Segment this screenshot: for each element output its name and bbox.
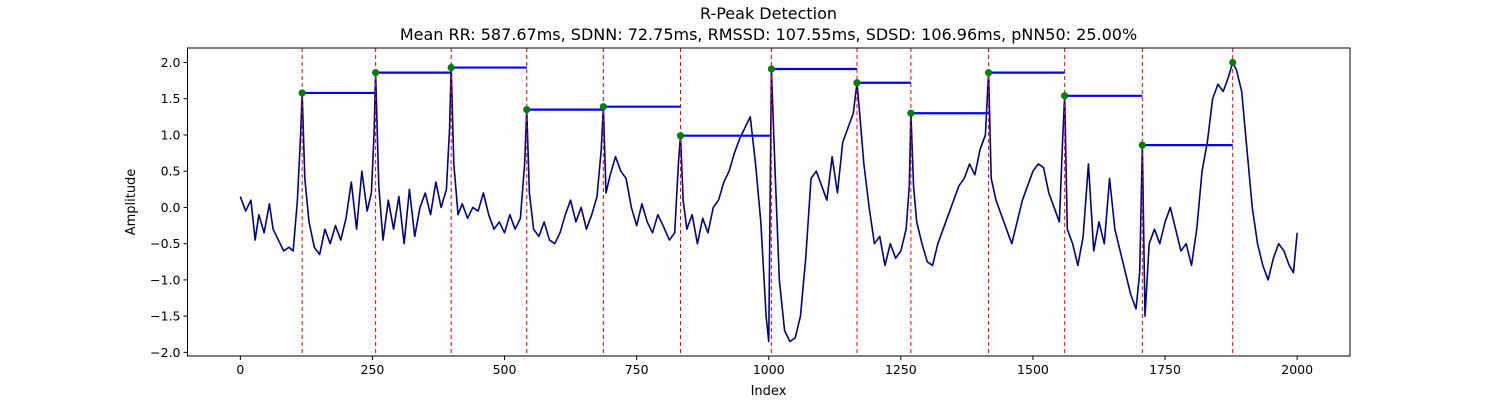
y-tick-label: −0.5 — [150, 236, 180, 251]
y-tick-label: −2.0 — [150, 345, 180, 360]
peak-marker — [1061, 92, 1069, 100]
x-tick-label: 1500 — [1017, 362, 1049, 377]
y-tick-label: 1.5 — [161, 91, 181, 106]
y-tick-label: 0.0 — [161, 200, 181, 215]
x-tick-label: 2000 — [1281, 362, 1313, 377]
y-axis-label: Amplitude — [124, 169, 139, 236]
peak-marker — [767, 65, 775, 73]
y-tick-label: −1.5 — [150, 309, 180, 324]
y-axis: −2.0 −1.5 −1.0 −0.5 0.0 0.5 1.0 1.5 2.0 — [150, 55, 188, 360]
peak-marker — [447, 63, 455, 72]
y-tick-label: 0.5 — [161, 164, 181, 179]
peak-marker — [372, 69, 380, 77]
peak-marker — [853, 79, 861, 87]
x-tick-label: 250 — [361, 362, 385, 377]
peak-marker — [907, 109, 915, 117]
x-axis-label: Index — [751, 384, 787, 399]
x-axis: 0 250 500 750 1000 1250 1500 1750 2000 — [236, 356, 1313, 377]
x-tick-label: 500 — [493, 362, 517, 377]
peak-marker — [523, 106, 531, 114]
peak-marker — [984, 69, 993, 77]
plot-area — [239, 48, 1298, 356]
peak-marker — [676, 132, 685, 140]
x-tick-label: 750 — [625, 362, 649, 377]
peak-marker — [298, 89, 306, 97]
chart-title: R-Peak Detection — [700, 4, 837, 23]
ecg-signal-line — [239, 61, 1298, 343]
x-tick-label: 0 — [236, 362, 244, 377]
y-tick-label: 1.0 — [161, 127, 181, 142]
peak-marker — [599, 103, 607, 111]
y-tick-label: −1.0 — [150, 272, 180, 287]
y-tick-label: 2.0 — [161, 55, 181, 70]
chart-subtitle: Mean RR: 587.67ms, SDNN: 72.75ms, RMSSD:… — [400, 25, 1137, 44]
peak-marker — [1229, 58, 1237, 67]
x-tick-label: 1250 — [885, 362, 917, 377]
x-tick-label: 1000 — [753, 362, 785, 377]
peak-marker — [1138, 141, 1146, 149]
x-tick-label: 1750 — [1149, 362, 1181, 377]
